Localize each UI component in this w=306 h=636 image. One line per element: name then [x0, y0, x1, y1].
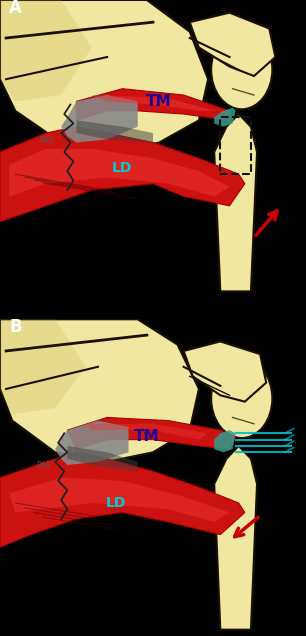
Bar	[220, 117, 251, 174]
Polygon shape	[0, 452, 245, 548]
Polygon shape	[55, 420, 129, 465]
Polygon shape	[0, 319, 86, 414]
Polygon shape	[0, 127, 245, 222]
Text: TM: TM	[146, 94, 172, 109]
Polygon shape	[92, 95, 214, 111]
Polygon shape	[76, 120, 153, 142]
Polygon shape	[67, 446, 138, 471]
Text: LD: LD	[106, 496, 126, 510]
Text: A: A	[9, 0, 22, 17]
Ellipse shape	[211, 30, 272, 109]
Polygon shape	[61, 95, 138, 142]
Ellipse shape	[211, 359, 272, 438]
Polygon shape	[76, 88, 230, 120]
Polygon shape	[0, 319, 199, 462]
Polygon shape	[9, 478, 230, 522]
Polygon shape	[190, 13, 275, 76]
Polygon shape	[0, 0, 92, 101]
Polygon shape	[184, 342, 266, 401]
Polygon shape	[9, 149, 230, 197]
Polygon shape	[214, 430, 236, 452]
Polygon shape	[0, 0, 208, 152]
Polygon shape	[86, 424, 208, 439]
Polygon shape	[214, 114, 257, 291]
Polygon shape	[67, 417, 236, 449]
Text: TM: TM	[134, 429, 160, 444]
Text: PAS: PAS	[40, 135, 54, 144]
Text: B: B	[9, 318, 22, 336]
Polygon shape	[214, 107, 236, 127]
Text: LD: LD	[112, 161, 132, 175]
Text: PAS: PAS	[37, 461, 51, 470]
Polygon shape	[214, 446, 257, 630]
